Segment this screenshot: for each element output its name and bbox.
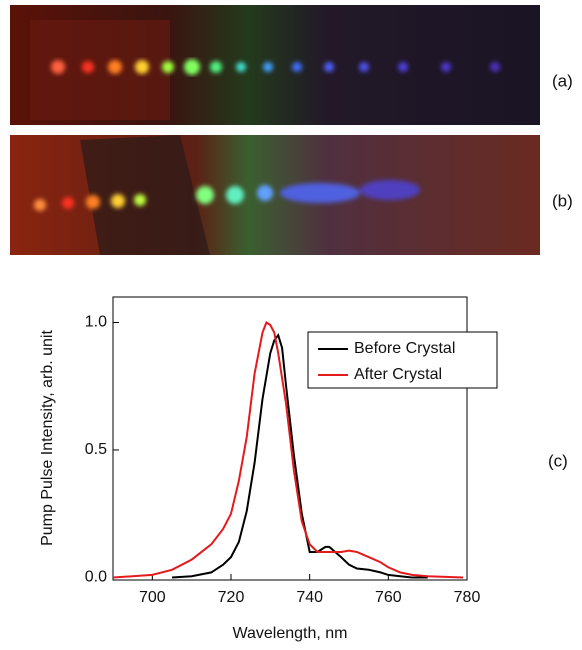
x-tick-label: 700	[139, 589, 166, 606]
y-tick-label: 0.0	[85, 569, 107, 586]
data-line	[171, 333, 428, 579]
data-line	[112, 320, 464, 579]
legend-label: Before Crystal	[354, 340, 455, 357]
panel-label: (c)	[548, 451, 568, 470]
x-tick-label: 740	[296, 589, 323, 606]
legend-box	[307, 331, 498, 389]
panel-label: (a)	[552, 71, 573, 90]
x-tick-label: 780	[454, 589, 481, 606]
photo-b	[10, 135, 540, 255]
y-tick-label: 0.5	[85, 441, 107, 458]
legend-label: After Crystal	[354, 366, 442, 383]
x-tick-label: 760	[375, 589, 402, 606]
x-tick-label: 720	[218, 589, 245, 606]
photo-a	[10, 5, 540, 125]
panel-label: (b)	[552, 191, 573, 210]
plot-frame	[112, 296, 468, 581]
x-axis-title: Wavelength, nm	[232, 625, 347, 642]
y-tick-label: 1.0	[85, 314, 107, 331]
y-axis-title: Pump Pulse Intensity, arb. unit	[39, 330, 56, 546]
